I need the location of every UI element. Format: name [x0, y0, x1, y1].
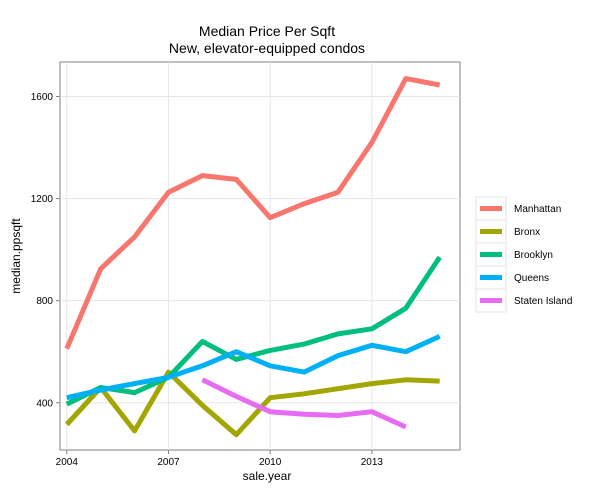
series-line-brooklyn — [65, 255, 442, 407]
y-tick-label-1: 800 — [36, 296, 53, 307]
x-tick-label-2: 2010 — [259, 457, 282, 468]
y-tick-label-3: 1600 — [31, 92, 54, 103]
legend-label-queens: Queens — [514, 273, 549, 284]
legend-label-brooklyn: Brooklyn — [514, 250, 553, 261]
axis-ticks: 2004 2007 2010 2013 400 800 1200 1600 — [31, 92, 384, 468]
x-axis-title: sale.year — [243, 469, 292, 483]
y-tick-label-0: 400 — [36, 398, 53, 409]
series-line-staten-island — [201, 377, 407, 430]
series-lines — [64, 76, 442, 438]
series-line-queens — [66, 334, 441, 401]
major-grid — [60, 62, 460, 450]
chart-subtitle: New, elevator-equipped condos — [169, 40, 365, 56]
y-tick-label-2: 1200 — [31, 194, 54, 205]
x-tick-label-0: 2004 — [56, 457, 79, 468]
series-line-manhattan — [64, 76, 441, 350]
legend-label-manhattan: Manhattan — [514, 204, 561, 215]
x-tick-label-3: 2013 — [361, 457, 384, 468]
legend-label-bronx: Bronx — [514, 227, 540, 238]
legend-label-staten-island: Staten Island — [514, 296, 572, 307]
chart-title: Median Price Per Sqft — [199, 23, 335, 39]
legend: Manhattan Bronx Brooklyn Queens Staten Islan… — [475, 196, 572, 313]
series-line-bronx — [64, 369, 440, 438]
x-tick-label-1: 2007 — [157, 457, 180, 468]
y-axis-title: median.ppsqft — [9, 218, 23, 294]
